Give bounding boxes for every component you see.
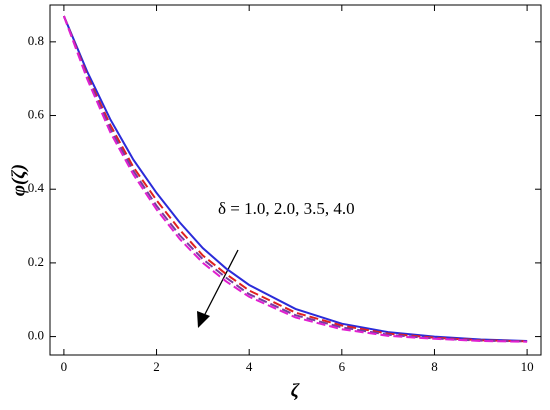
y-tick-label: 0.6 xyxy=(28,107,45,122)
annotation: δ = 1.0, 2.0, 3.5, 4.0 xyxy=(218,199,355,218)
y-tick-label: 0.4 xyxy=(28,180,45,195)
y-tick-label: 0.2 xyxy=(28,254,44,269)
y-axis-title: φ(ζ) xyxy=(8,164,29,196)
y-tick-label: 0.0 xyxy=(28,328,44,343)
data-line xyxy=(62,15,528,343)
x-tick-label: 10 xyxy=(521,359,534,374)
data-line xyxy=(62,15,528,342)
x-axis-title: ζ xyxy=(291,380,300,401)
plot-frame xyxy=(49,4,542,356)
arrow-shaft xyxy=(201,249,239,321)
x-tick-label: 4 xyxy=(246,359,253,374)
x-tick-label: 0 xyxy=(61,359,68,374)
x-tick-label: 8 xyxy=(431,359,438,374)
x-tick-label: 2 xyxy=(153,359,160,374)
data-line xyxy=(62,15,528,343)
x-tick-label: 6 xyxy=(339,359,346,374)
arrow-head xyxy=(197,311,210,328)
data-line xyxy=(62,15,528,343)
y-tick-label: 0.8 xyxy=(28,33,44,48)
